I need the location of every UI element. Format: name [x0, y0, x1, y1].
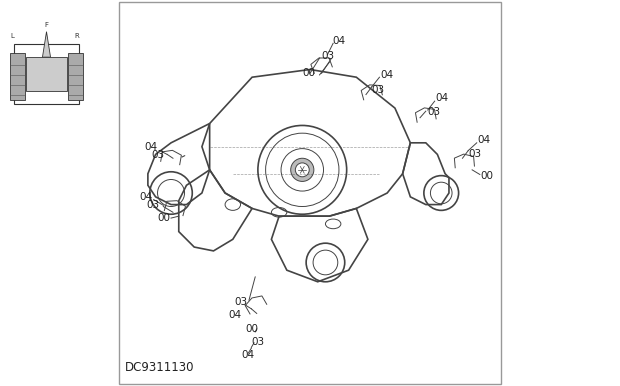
Text: F: F — [45, 22, 48, 27]
Text: 03: 03 — [251, 337, 265, 347]
Text: DC9311130: DC9311130 — [125, 361, 194, 374]
Text: 04: 04 — [436, 93, 449, 103]
Text: 03: 03 — [469, 149, 482, 159]
Text: 00: 00 — [246, 324, 259, 334]
Text: R: R — [75, 34, 79, 39]
Bar — [26, 57, 67, 91]
Text: 00: 00 — [480, 171, 494, 181]
Text: 04: 04 — [381, 70, 394, 80]
Text: 03: 03 — [371, 85, 384, 95]
Text: 00: 00 — [157, 213, 170, 223]
Text: 04: 04 — [477, 135, 490, 145]
Text: 04: 04 — [144, 142, 157, 152]
Text: 04: 04 — [332, 36, 345, 46]
Polygon shape — [42, 32, 51, 57]
Text: 04: 04 — [140, 192, 153, 202]
Circle shape — [291, 158, 314, 181]
Text: L: L — [11, 34, 15, 39]
Text: 04: 04 — [228, 310, 241, 320]
Text: 03: 03 — [322, 51, 335, 61]
Text: 03: 03 — [427, 107, 440, 117]
Text: 03: 03 — [146, 200, 159, 210]
Text: 03: 03 — [234, 297, 247, 307]
Text: 00: 00 — [303, 68, 316, 78]
Text: 04: 04 — [242, 350, 255, 360]
Text: 03: 03 — [151, 150, 164, 160]
Bar — [10, 53, 25, 100]
Circle shape — [295, 163, 309, 177]
Bar — [68, 53, 82, 100]
Bar — [14, 44, 79, 104]
